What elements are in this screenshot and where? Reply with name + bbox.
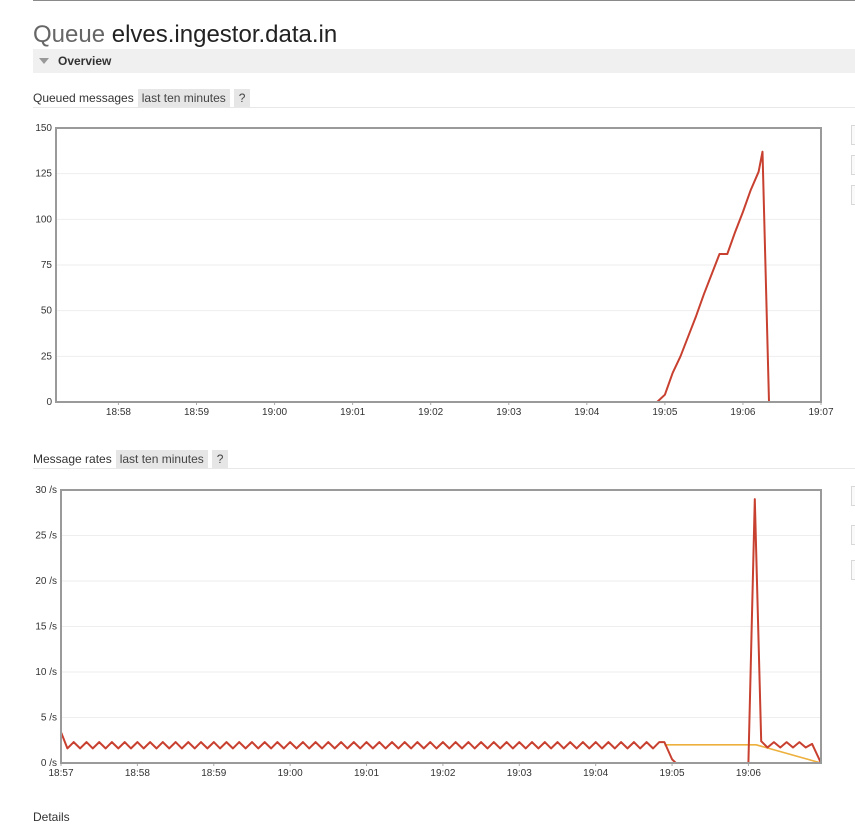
y-tick-label: 0 /s [41,758,57,769]
overview-section-label: Overview [58,54,112,68]
rates-legend-stub-1 [851,486,855,506]
x-tick-label: 19:02 [418,407,443,418]
x-tick-label: 18:59 [201,768,226,779]
x-tick-label: 19:03 [496,407,521,418]
queued-legend-stub-2 [851,155,855,175]
collapse-triangle-icon [39,58,49,64]
x-tick-label: 19:05 [660,768,685,779]
x-tick-label: 19:06 [736,768,761,779]
y-tick-label: 20 /s [35,576,57,587]
y-tick-label: 0 [46,397,52,408]
x-tick-label: 18:59 [184,407,209,418]
x-tick-label: 18:58 [125,768,150,779]
rates-help-button[interactable]: ? [211,450,229,468]
message-rates-label: Message rates [33,452,112,466]
x-tick-label: 18:58 [106,407,131,418]
queued-messages-label: Queued messages [33,91,134,105]
queued-messages-header: Queued messages last ten minutes ? [33,89,251,107]
y-tick-label: 5 /s [41,713,57,724]
y-tick-label: 125 [35,169,52,180]
page-title-prefix: Queue [33,21,106,48]
rates-legend-stub-3 [851,560,855,580]
details-section-label[interactable]: Details [33,810,70,824]
queued-range-button[interactable]: last ten minutes [137,89,230,107]
x-tick-label: 19:07 [808,407,833,418]
x-tick-label: 19:05 [652,407,677,418]
y-tick-label: 30 /s [35,485,57,496]
series-line-0 [56,150,821,403]
x-tick-label: 19:02 [430,768,455,779]
queued-messages-chart: 0 25 50 75 100 125 150 18:58 18:59 19:00 19:01 19:0… [35,123,834,418]
queued-header-divider [33,107,855,108]
queued-legend-stub-1 [851,125,855,145]
message-rates-chart: 0 /s 5 /s 10 /s 15 /s 20 /s 25 /s 30 /s 18:57 18… [35,485,822,779]
x-tick-label: 19:04 [574,407,599,418]
y-tick-label: 150 [35,123,52,134]
rates-legend-stub-2 [851,525,855,545]
x-tick-label: 19:03 [507,768,532,779]
series-line-0 [664,743,822,764]
y-tick-label: 75 [41,260,53,271]
x-tick-label: 19:04 [583,768,608,779]
y-tick-label: 50 [41,306,53,317]
y-tick-label: 10 /s [35,667,57,678]
x-tick-label: 18:57 [48,768,73,779]
plot-area-border [55,127,822,403]
queue-name: elves.ingestor.data.in [111,21,338,48]
queued-legend-stub-3 [851,185,855,205]
y-tick-label: 100 [35,214,52,225]
plot-area-border [60,489,822,764]
rates-range-button[interactable]: last ten minutes [115,450,208,468]
y-tick-label: 15 /s [35,622,57,633]
top-divider [33,0,855,1]
overview-section-toggle[interactable]: Overview [33,49,855,73]
y-tick-label: 25 [41,351,53,362]
x-tick-label: 19:01 [340,407,365,418]
message-rates-header: Message rates last ten minutes ? [33,450,229,468]
queued-help-button[interactable]: ? [233,89,251,107]
x-tick-label: 19:00 [278,768,303,779]
page-title: Queue elves.ingestor.data.in [33,20,337,50]
x-tick-label: 19:01 [354,768,379,779]
y-tick-label: 25 /s [35,531,57,542]
x-tick-label: 19:06 [730,407,755,418]
series-line-2 [60,498,822,764]
x-tick-label: 19:00 [262,407,287,418]
rates-header-divider [33,468,855,469]
